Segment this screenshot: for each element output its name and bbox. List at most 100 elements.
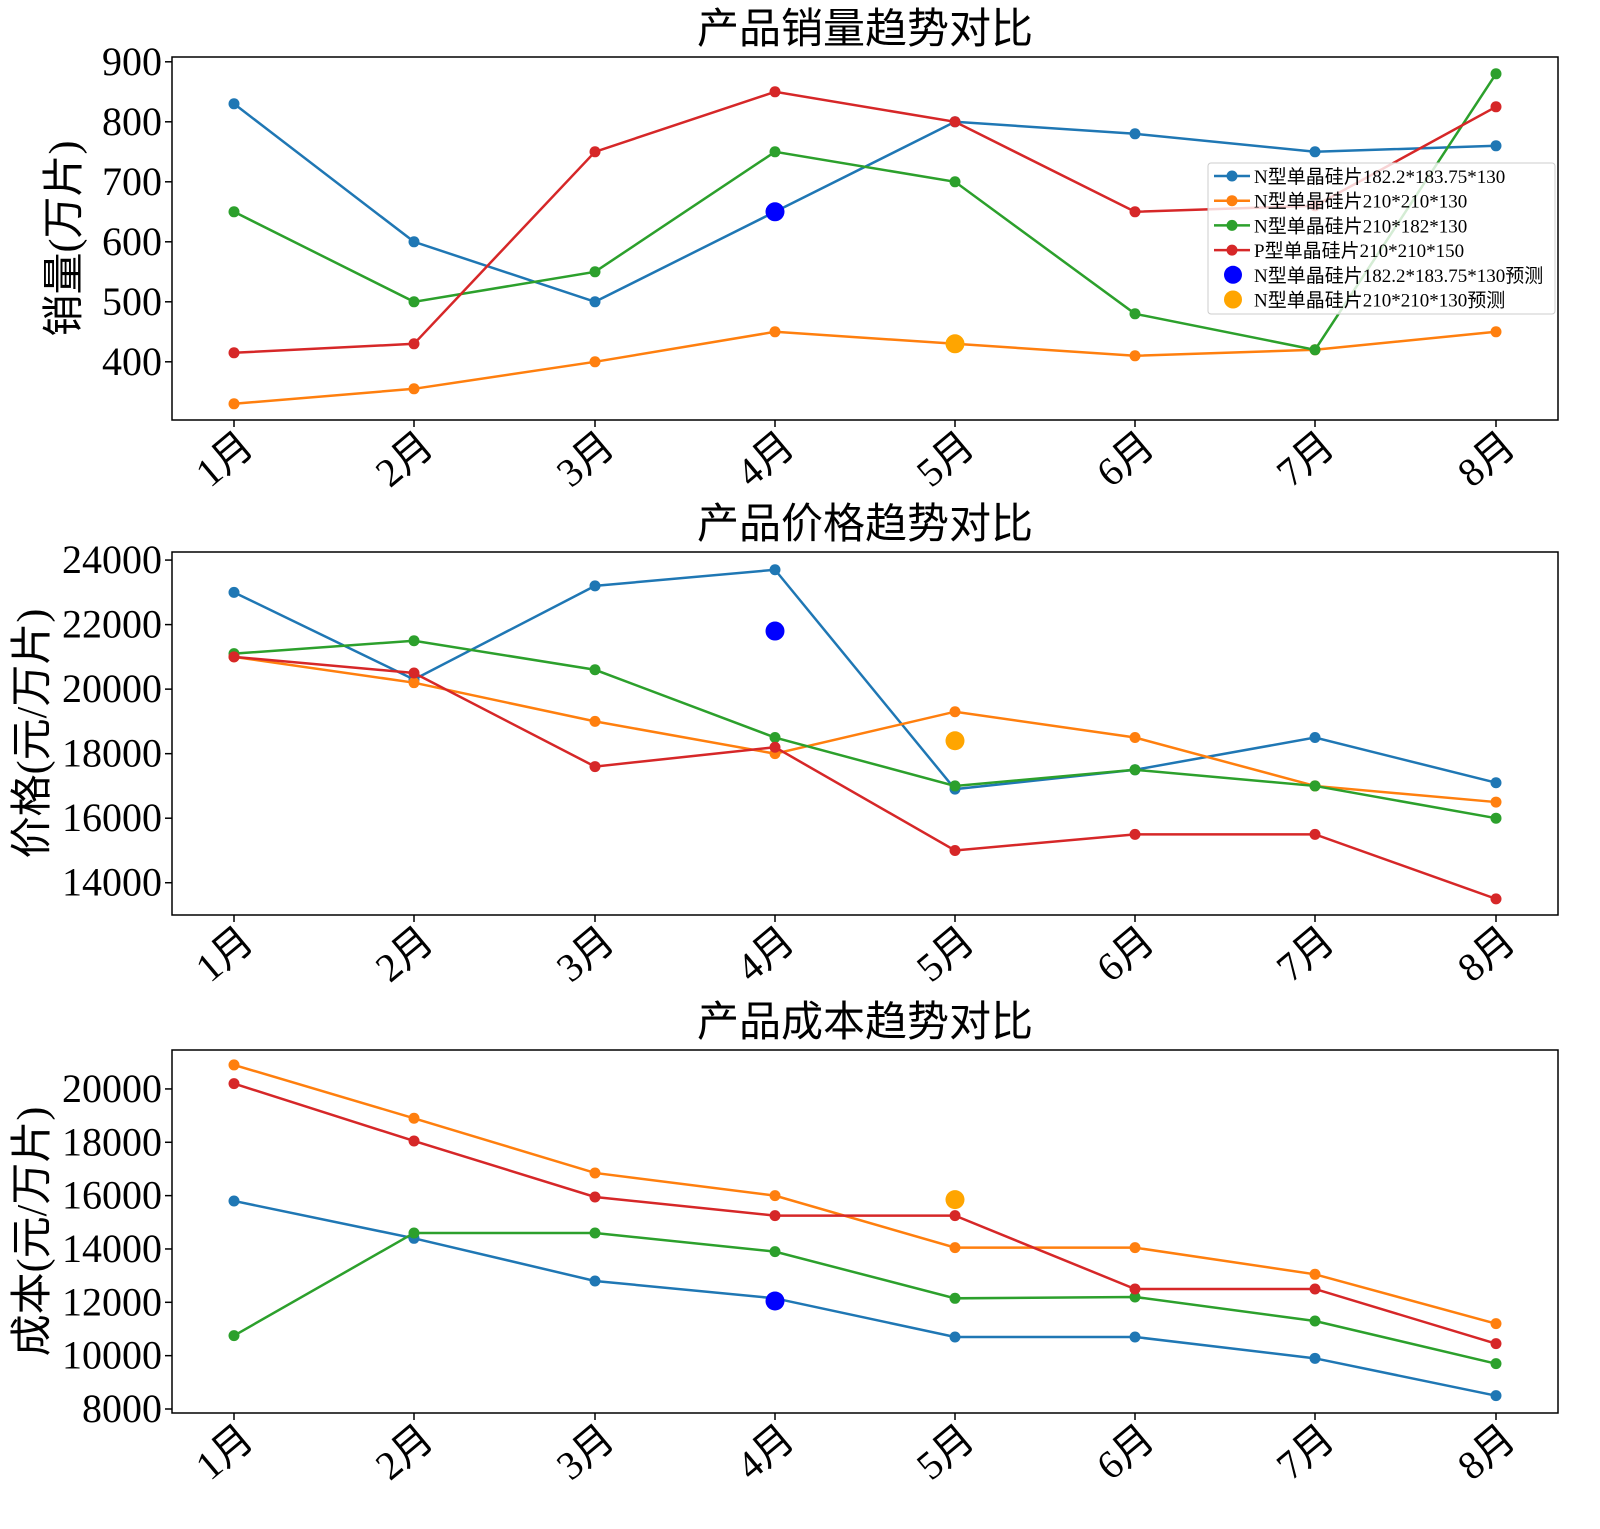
x-tick-label: 1月: [187, 917, 262, 990]
data-point: [589, 266, 601, 278]
y-tick-label: 22000: [62, 602, 162, 647]
y-tick-label: 20000: [62, 1066, 162, 1111]
data-point: [1490, 796, 1502, 808]
data-point: [589, 296, 601, 308]
data-point: [408, 338, 420, 350]
data-point: [228, 98, 240, 110]
data-point: [1129, 1283, 1141, 1295]
y-tick-label: 24000: [62, 537, 162, 582]
data-point: [1490, 326, 1502, 338]
data-point: [1309, 1315, 1321, 1327]
prediction-point-2: [945, 334, 965, 354]
y-tick-label: 10000: [62, 1333, 162, 1378]
y-tick-label: 16000: [62, 1173, 162, 1218]
x-tick-label: 8月: [1449, 917, 1524, 990]
y-tick-label: 14000: [62, 860, 162, 905]
data-point: [589, 715, 601, 727]
data-point: [1490, 777, 1502, 789]
data-point: [1309, 828, 1321, 840]
data-point: [589, 664, 601, 676]
data-point: [1309, 780, 1321, 792]
data-point: [228, 651, 240, 663]
data-point: [1129, 206, 1141, 218]
legend-box: [1207, 162, 1556, 315]
chart-title: 产品价格趋势对比: [697, 502, 1033, 548]
data-point: [1129, 350, 1141, 362]
legend-label: N型单晶硅片182.2*183.75*130预测: [1254, 265, 1543, 287]
data-point: [589, 146, 601, 158]
legend-label: N型单晶硅片210*210*130预测: [1254, 290, 1505, 312]
data-point: [1129, 732, 1141, 744]
data-point: [769, 1190, 781, 1202]
y-tick-label: 18000: [62, 731, 162, 776]
plot-frame: [171, 551, 1559, 916]
x-tick-label: 8月: [1449, 422, 1524, 495]
x-tick-label: 5月: [908, 422, 983, 495]
y-tick-label: 800: [102, 99, 162, 144]
data-point: [408, 635, 420, 647]
y-tick-label: 20000: [62, 666, 162, 711]
y-tick-label: 14000: [62, 1226, 162, 1271]
data-point: [1129, 828, 1141, 840]
x-tick-label: 6月: [1088, 422, 1163, 495]
data-point: [949, 844, 961, 856]
data-point: [408, 1112, 420, 1124]
legend-label: N型单晶硅片182.2*183.75*130: [1254, 166, 1505, 188]
data-point: [1490, 1390, 1502, 1402]
x-tick-label: 7月: [1268, 1415, 1343, 1488]
data-point: [589, 761, 601, 773]
data-point: [769, 732, 781, 744]
data-point: [228, 1195, 240, 1207]
data-point: [769, 86, 781, 98]
legend-marker-icon: [1224, 290, 1242, 309]
x-tick-label: 3月: [548, 1415, 623, 1488]
data-point: [949, 176, 961, 188]
data-point: [949, 706, 961, 718]
data-point: [949, 780, 961, 792]
data-point: [769, 741, 781, 753]
x-tick-label: 7月: [1268, 422, 1343, 495]
data-point: [949, 1242, 961, 1254]
x-tick-label: 2月: [367, 422, 442, 495]
data-point: [1129, 1331, 1141, 1343]
data-point: [408, 296, 420, 308]
y-tick-label: 8000: [82, 1386, 162, 1431]
data-point: [589, 580, 601, 592]
data-point: [228, 586, 240, 598]
data-point: [1309, 146, 1321, 158]
data-point: [228, 1059, 240, 1071]
prediction-point-2: [945, 731, 965, 751]
data-point: [408, 236, 420, 248]
data-point: [589, 1227, 601, 1239]
x-tick-label: 1月: [187, 422, 262, 495]
data-point: [1129, 1291, 1141, 1303]
y-tick-label: 16000: [62, 795, 162, 840]
x-tick-label: 2月: [367, 917, 442, 990]
prediction-point-1: [765, 621, 785, 641]
y-tick-label: 900: [102, 39, 162, 84]
data-point: [769, 146, 781, 158]
data-point: [1490, 1338, 1502, 1350]
data-point: [408, 383, 420, 395]
prediction-point-2: [945, 1190, 965, 1210]
data-point: [769, 564, 781, 576]
y-tick-label: 12000: [62, 1279, 162, 1324]
legend-marker-icon: [1226, 244, 1238, 256]
data-point: [1490, 68, 1502, 80]
y-axis-label: 销量(万片): [42, 141, 88, 337]
data-point: [1309, 1352, 1321, 1364]
series-line-4: [233, 655, 1497, 901]
chart-title: 产品成本趋势对比: [697, 1000, 1033, 1046]
data-point: [228, 206, 240, 218]
y-tick-label: 400: [102, 339, 162, 384]
data-point: [1129, 128, 1141, 140]
x-tick-label: 6月: [1088, 917, 1163, 990]
x-tick-label: 4月: [728, 1415, 803, 1488]
data-point: [1309, 344, 1321, 356]
series-line-1: [233, 568, 1497, 791]
data-point: [408, 677, 420, 689]
data-point: [1490, 893, 1502, 905]
series-line-1: [233, 1199, 1497, 1397]
